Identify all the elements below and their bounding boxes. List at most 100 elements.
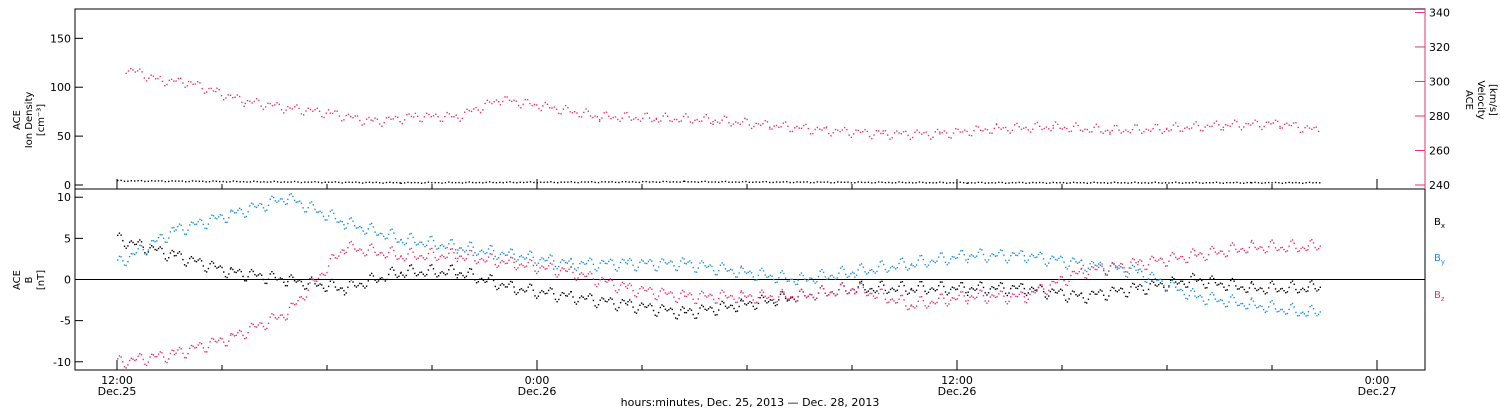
bx-point <box>261 274 263 276</box>
bx-point <box>1252 283 1255 286</box>
velocity-point <box>470 110 473 113</box>
density-point <box>417 181 419 184</box>
bz-point <box>209 341 211 343</box>
by-point <box>391 228 393 230</box>
bottom-ytick-label: 10 <box>57 191 71 204</box>
bz-point <box>345 251 347 254</box>
density-point <box>434 181 436 184</box>
bx-point <box>666 310 668 312</box>
velocity-point <box>576 112 578 114</box>
by-point <box>219 214 222 216</box>
density-point <box>1045 182 1048 185</box>
by-point <box>905 266 907 268</box>
by-point <box>822 271 825 274</box>
bz-point <box>799 290 801 292</box>
by-point <box>183 233 186 235</box>
bz-point <box>1015 295 1017 298</box>
bz-point <box>1154 259 1157 262</box>
bz-point <box>272 314 275 316</box>
density-point <box>1134 181 1136 183</box>
velocity-point <box>244 102 246 105</box>
bz-point <box>1126 271 1129 273</box>
bx-point <box>554 298 557 301</box>
velocity-point <box>875 129 878 132</box>
velocity-point <box>578 115 580 118</box>
bx-point <box>889 288 892 291</box>
density-point <box>843 181 846 183</box>
by-point <box>1264 311 1267 313</box>
bz-point <box>446 256 448 259</box>
bz-point <box>1224 256 1227 258</box>
density-point <box>608 181 610 183</box>
by-point <box>316 211 318 213</box>
by-point <box>814 282 816 284</box>
bz-point <box>1036 290 1038 293</box>
velocity-point <box>177 77 180 80</box>
by-point <box>1034 256 1036 259</box>
bx-point <box>410 264 413 266</box>
by-point <box>845 273 847 276</box>
by-point <box>649 259 651 261</box>
velocity-point <box>1154 123 1157 126</box>
bx-point <box>903 284 905 287</box>
bx-point <box>778 299 780 301</box>
bz-point <box>910 305 912 307</box>
by-point <box>934 261 937 264</box>
bx-point <box>906 293 909 295</box>
bz-point <box>822 288 825 290</box>
by-point <box>834 278 837 280</box>
velocity-point <box>1063 126 1066 129</box>
by-point <box>729 268 732 270</box>
by-point <box>941 252 943 254</box>
bz-point <box>723 291 725 293</box>
bz-point <box>194 347 196 349</box>
bz-point <box>960 291 962 293</box>
velocity-point <box>1029 131 1032 133</box>
bx-point <box>637 309 639 311</box>
by-point <box>690 262 693 264</box>
density-point <box>652 181 654 183</box>
bz-point <box>767 296 770 299</box>
bz-point <box>931 300 933 303</box>
bz-point <box>816 297 818 299</box>
by-point <box>252 203 254 205</box>
by-point <box>228 217 230 219</box>
velocity-point <box>488 101 491 103</box>
bz-point <box>389 247 392 249</box>
velocity-point <box>719 122 721 124</box>
bx-point <box>671 308 673 311</box>
density-point <box>665 180 668 183</box>
velocity-point <box>798 127 800 129</box>
velocity-point <box>1224 124 1227 126</box>
by-point <box>1073 258 1075 260</box>
velocity-point <box>621 117 624 119</box>
velocity-point <box>274 104 276 106</box>
velocity-point <box>173 80 175 82</box>
by-point <box>1101 263 1103 265</box>
by-point <box>1274 308 1277 310</box>
velocity-point <box>560 113 562 115</box>
bz-point <box>1303 247 1306 250</box>
bx-point <box>1316 290 1318 292</box>
bz-point <box>855 291 858 294</box>
bx-point <box>1236 288 1239 290</box>
velocity-point <box>1204 126 1206 128</box>
right-ytick-label: 300 <box>1429 75 1450 88</box>
by-point <box>1197 295 1200 298</box>
density-point <box>1181 182 1184 184</box>
bz-point <box>563 268 565 270</box>
by-point <box>1295 311 1297 314</box>
bx-point <box>547 289 550 292</box>
by-point <box>626 263 629 265</box>
velocity-point <box>538 107 540 110</box>
bz-point <box>949 299 952 301</box>
density-point <box>144 180 146 183</box>
velocity-point <box>816 126 819 129</box>
right-ytick-label: 260 <box>1429 144 1450 157</box>
bz-point <box>1027 298 1030 300</box>
velocity-point <box>499 104 502 106</box>
bz-point <box>1286 250 1289 252</box>
velocity-point <box>1231 122 1234 125</box>
bx-point <box>709 306 711 308</box>
bx-point <box>559 294 562 296</box>
